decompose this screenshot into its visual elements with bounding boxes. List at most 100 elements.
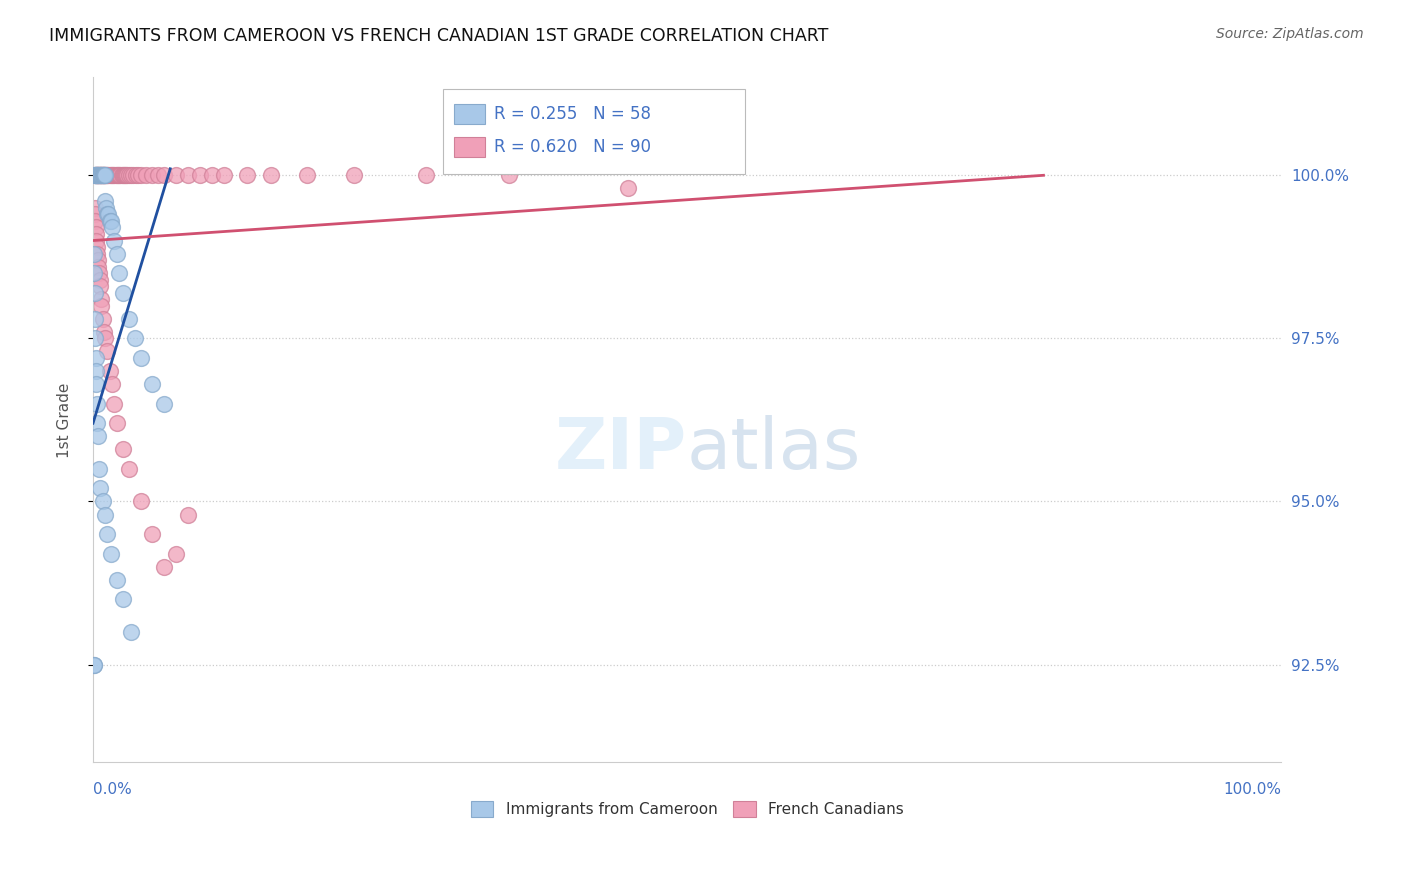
Point bbox=[90, 292, 112, 306]
Point bbox=[96, 169, 118, 183]
Point bbox=[104, 169, 127, 183]
Text: Source: ZipAtlas.com: Source: ZipAtlas.com bbox=[1216, 27, 1364, 41]
Point bbox=[114, 169, 136, 183]
Point bbox=[96, 344, 118, 359]
Point bbox=[87, 253, 110, 268]
Point bbox=[91, 169, 114, 183]
Point bbox=[94, 508, 117, 522]
Point bbox=[124, 331, 146, 345]
Point bbox=[103, 169, 125, 183]
Point bbox=[165, 547, 187, 561]
Point bbox=[87, 169, 110, 183]
Point bbox=[94, 331, 117, 345]
Point bbox=[89, 169, 111, 183]
Point bbox=[91, 311, 114, 326]
Point bbox=[111, 442, 134, 457]
Point bbox=[125, 169, 148, 183]
Point bbox=[103, 234, 125, 248]
Point bbox=[127, 169, 149, 183]
Point bbox=[90, 169, 112, 183]
Text: R = 0.620   N = 90: R = 0.620 N = 90 bbox=[494, 138, 651, 156]
Point bbox=[89, 273, 111, 287]
Point bbox=[100, 214, 122, 228]
Point bbox=[86, 396, 108, 410]
Point bbox=[91, 169, 114, 183]
Point bbox=[96, 169, 118, 183]
Point bbox=[86, 240, 108, 254]
Point bbox=[135, 169, 157, 183]
Point bbox=[83, 657, 105, 672]
Point bbox=[148, 169, 170, 183]
Point bbox=[111, 592, 134, 607]
Point bbox=[201, 169, 224, 183]
Point bbox=[94, 169, 117, 183]
Point bbox=[118, 169, 141, 183]
Point bbox=[100, 169, 122, 183]
Point bbox=[87, 169, 110, 183]
Point bbox=[86, 416, 108, 430]
Point bbox=[108, 266, 131, 280]
Point bbox=[86, 169, 108, 183]
Point bbox=[90, 299, 112, 313]
Point bbox=[120, 624, 142, 639]
Point bbox=[177, 169, 200, 183]
Point bbox=[87, 169, 110, 183]
Point bbox=[90, 169, 112, 183]
Point bbox=[84, 364, 107, 378]
Text: 100.0%: 100.0% bbox=[1223, 782, 1281, 797]
Point bbox=[86, 169, 108, 183]
Point bbox=[93, 169, 115, 183]
Point bbox=[110, 169, 132, 183]
Point bbox=[498, 169, 520, 183]
Point bbox=[141, 169, 163, 183]
Point bbox=[89, 482, 111, 496]
Point bbox=[101, 377, 124, 392]
Point bbox=[100, 547, 122, 561]
Point bbox=[89, 169, 111, 183]
Point bbox=[122, 169, 145, 183]
Point bbox=[94, 201, 117, 215]
Point bbox=[90, 169, 112, 183]
Point bbox=[93, 169, 115, 183]
Point bbox=[343, 169, 366, 183]
Point bbox=[105, 169, 128, 183]
Point bbox=[98, 214, 121, 228]
Point bbox=[84, 207, 107, 221]
Point bbox=[93, 325, 115, 339]
Point bbox=[83, 246, 105, 260]
Point bbox=[118, 462, 141, 476]
Point bbox=[84, 169, 107, 183]
Point bbox=[118, 311, 141, 326]
Point bbox=[415, 169, 437, 183]
Point bbox=[94, 169, 117, 183]
Point bbox=[84, 227, 107, 241]
Point bbox=[295, 169, 318, 183]
Point bbox=[105, 573, 128, 587]
Point bbox=[89, 279, 111, 293]
Point bbox=[141, 377, 163, 392]
Point bbox=[107, 169, 129, 183]
Point bbox=[86, 246, 108, 260]
Y-axis label: 1st Grade: 1st Grade bbox=[58, 383, 72, 458]
Point bbox=[84, 311, 107, 326]
Point bbox=[96, 527, 118, 541]
Point bbox=[89, 169, 111, 183]
Point bbox=[177, 508, 200, 522]
Point bbox=[141, 527, 163, 541]
Point bbox=[108, 169, 131, 183]
Point bbox=[93, 169, 115, 183]
Point bbox=[91, 494, 114, 508]
Point bbox=[87, 462, 110, 476]
Point bbox=[86, 169, 108, 183]
Point bbox=[84, 331, 107, 345]
Point bbox=[94, 194, 117, 209]
Point bbox=[84, 169, 107, 183]
Point bbox=[86, 169, 108, 183]
Point bbox=[83, 201, 105, 215]
Point bbox=[86, 377, 108, 392]
Point bbox=[105, 416, 128, 430]
Point bbox=[112, 169, 135, 183]
Point bbox=[83, 657, 105, 672]
Text: 0.0%: 0.0% bbox=[93, 782, 132, 797]
Text: atlas: atlas bbox=[688, 415, 862, 483]
